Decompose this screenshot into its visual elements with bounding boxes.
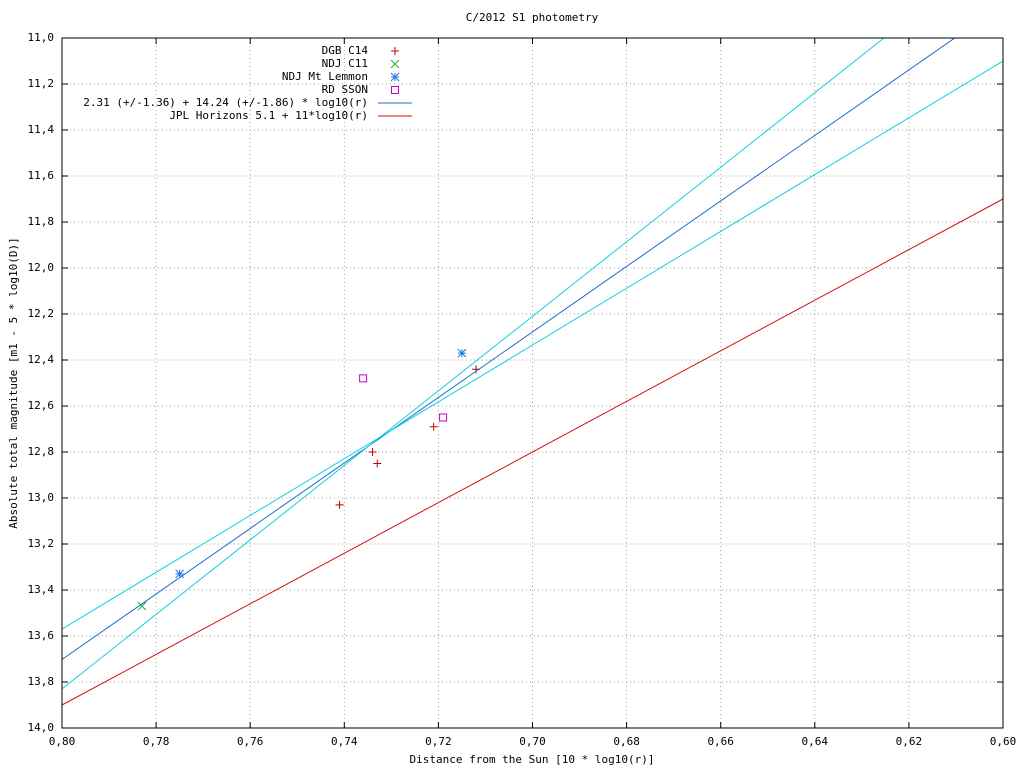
- y-tick-label: 13,6: [28, 629, 55, 642]
- x-tick-label: 0,70: [519, 735, 546, 748]
- y-axis-label: Absolute total magnitude [m1 - 5 * log10…: [7, 237, 20, 528]
- y-tick-label: 12,4: [28, 353, 55, 366]
- y-tick-label: 12,6: [28, 399, 55, 412]
- data-point: [429, 422, 438, 431]
- legend-swatch: [391, 47, 399, 55]
- y-tick-label: 12,2: [28, 307, 55, 320]
- x-tick-label: 0,74: [331, 735, 358, 748]
- y-tick-label: 12,0: [28, 261, 55, 274]
- x-tick-label: 0,68: [613, 735, 640, 748]
- legend-label: RD SSON: [322, 83, 368, 96]
- grid: [61, 37, 1004, 729]
- plot-area: [62, 38, 1003, 706]
- x-tick-label: 0,76: [237, 735, 264, 748]
- y-tick-label: 13,0: [28, 491, 55, 504]
- x-tick-label: 0,72: [425, 735, 452, 748]
- legend-label: JPL Horizons 5.1 + 11*log10(r): [169, 109, 368, 122]
- legend-swatch: [390, 72, 400, 82]
- x-tick-label: 0,62: [896, 735, 923, 748]
- y-tick-label: 13,8: [28, 675, 55, 688]
- x-tick-label: 0,66: [707, 735, 734, 748]
- y-tick-label: 11,8: [28, 215, 55, 228]
- fit-line: [62, 38, 956, 660]
- x-axis-label: Distance from the Sun [10 * log10(r)]: [409, 753, 654, 766]
- y-tick-label: 13,4: [28, 583, 55, 596]
- x-tick-label: 0,78: [143, 735, 170, 748]
- data-point: [335, 500, 344, 509]
- plot-frame: [61, 37, 1004, 729]
- y-tick-label: 11,4: [28, 123, 55, 136]
- data-point: [457, 348, 467, 358]
- data-point: [359, 374, 368, 383]
- fit-line: [62, 38, 885, 690]
- y-tick-label: 13,2: [28, 537, 55, 550]
- legend-label: DGB C14: [322, 44, 369, 57]
- data-point: [175, 569, 184, 579]
- legend-label: 2.31 (+/-1.36) + 14.24 (+/-1.86) * log10…: [83, 96, 368, 109]
- y-tick-label: 12,8: [28, 445, 55, 458]
- y-tick-label: 14,0: [28, 721, 55, 734]
- data-point: [137, 601, 147, 611]
- x-tick-label: 0,80: [49, 735, 76, 748]
- fit-line: [62, 60, 1003, 630]
- y-tick-label: 11,0: [28, 31, 55, 44]
- fit-line: [62, 198, 1003, 706]
- data-point: [368, 448, 377, 456]
- legend-swatch: [390, 59, 400, 69]
- y-tick-label: 11,2: [28, 77, 55, 90]
- legend-label: NDJ Mt Lemmon: [282, 70, 368, 83]
- x-tick-label: 0,60: [990, 735, 1017, 748]
- x-tick-label: 0,64: [802, 735, 829, 748]
- legend-swatch: [391, 86, 399, 94]
- data-point: [439, 413, 448, 422]
- legend-label: NDJ C11: [322, 57, 368, 70]
- y-tick-label: 11,6: [28, 169, 55, 182]
- chart-title: C/2012 S1 photometry: [466, 11, 599, 24]
- data-point: [373, 459, 382, 468]
